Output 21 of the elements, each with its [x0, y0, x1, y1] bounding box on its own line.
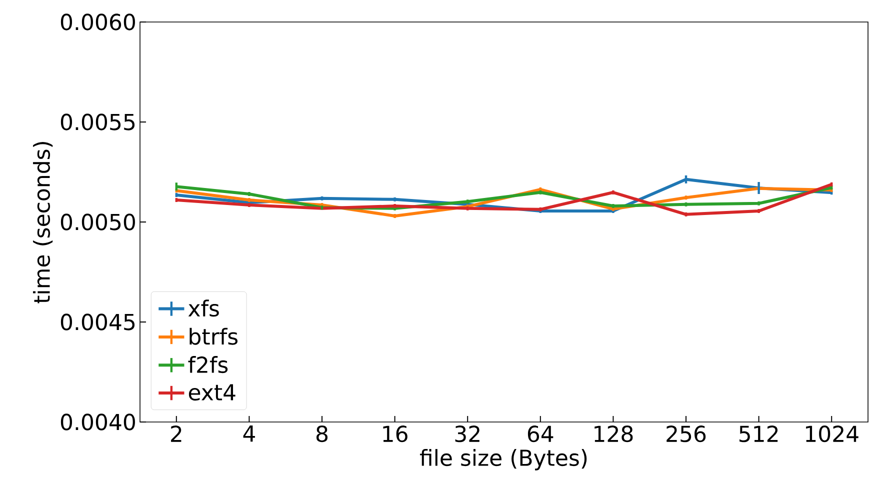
x-axis-title: file size (Bytes)	[420, 449, 587, 470]
x-tick-label: 128	[594, 426, 633, 442]
x-tick-label: 512	[740, 426, 778, 442]
legend-label: btrfs	[190, 328, 238, 345]
legend-label: ext4	[188, 384, 236, 401]
y-axis-title: time (seconds)	[33, 142, 53, 304]
x-tick-label: 32	[455, 426, 480, 442]
y-tick-label: 0.0045	[60, 314, 135, 330]
x-tick-label: 2	[171, 426, 182, 442]
x-tick-label: 1024	[806, 426, 858, 442]
legend-label: xfs	[188, 300, 219, 317]
x-tick-label: 16	[383, 426, 408, 442]
y-tick-label: 0.0040	[60, 414, 135, 430]
y-tick-label: 0.0055	[60, 114, 135, 130]
y-tick-label: 0.0050	[60, 214, 135, 230]
x-tick-label: 64	[528, 426, 554, 442]
x-tick-label: 4	[243, 426, 255, 442]
x-tick-label: 8	[316, 426, 328, 442]
x-tick-label: 256	[666, 426, 706, 442]
legend-label: f2fs	[188, 356, 228, 374]
y-tick-label: 0.0060	[60, 14, 135, 30]
